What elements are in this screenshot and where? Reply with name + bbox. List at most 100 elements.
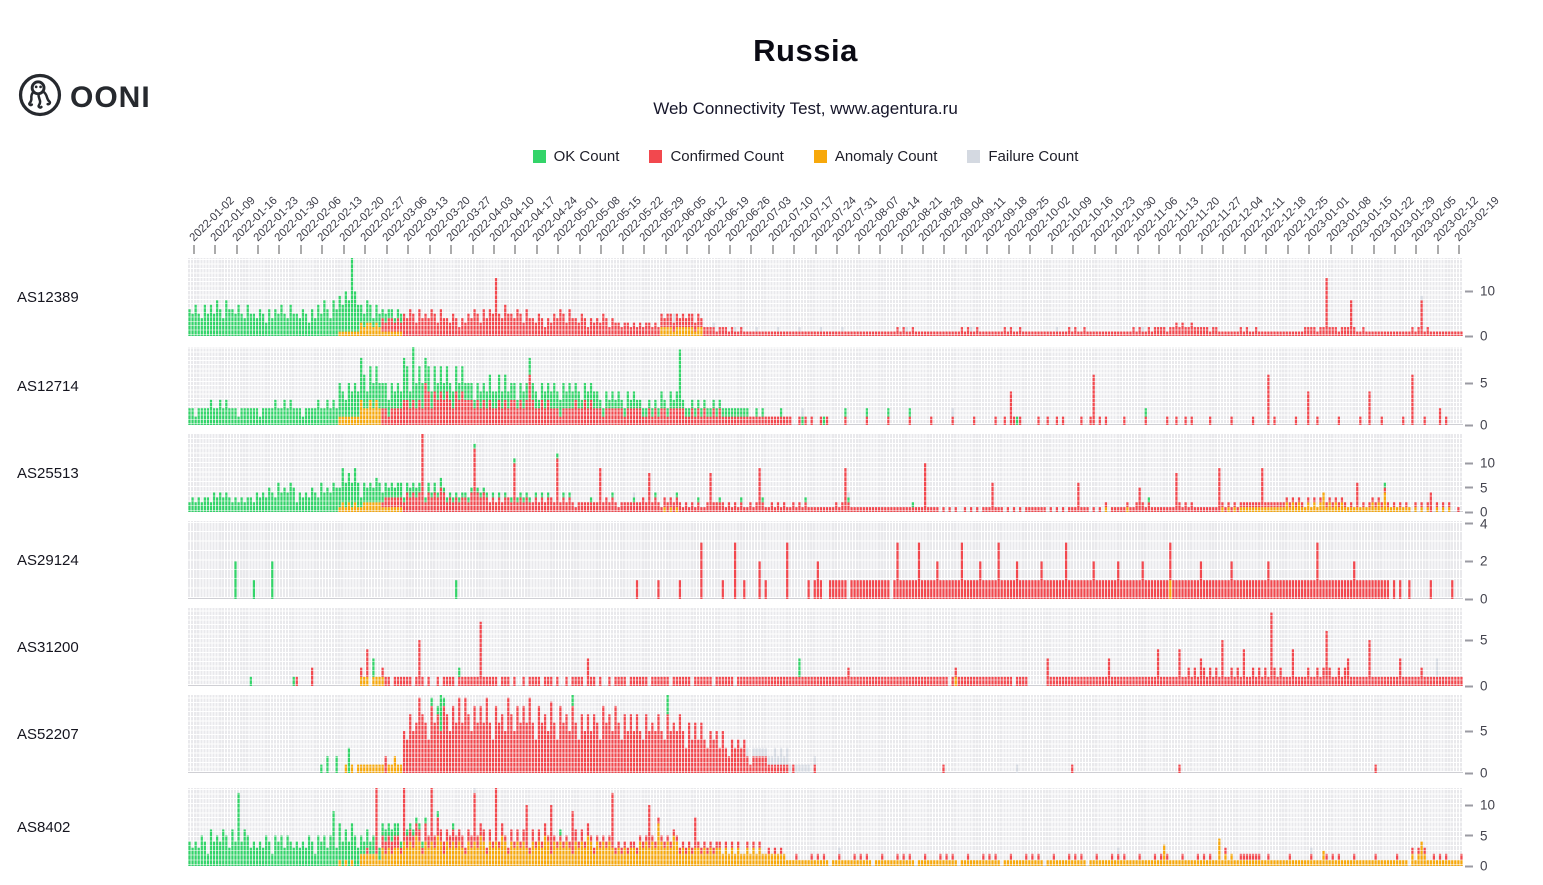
x-tick-mark: [1415, 245, 1418, 254]
legend-item-ok: OK Count: [532, 148, 619, 165]
chart-row-AS12714: [188, 347, 1463, 425]
chart-row-AS25513: [188, 434, 1463, 512]
x-tick-mark: [1007, 245, 1010, 254]
x-tick-mark: [1136, 245, 1139, 254]
x-tick-mark: [879, 245, 882, 254]
plot-AS52207[interactable]: [188, 695, 1463, 773]
x-tick-mark: [1029, 245, 1032, 254]
y-tick-dash: [1465, 462, 1473, 465]
bars-AS12389[interactable]: [188, 258, 1463, 336]
y-tick: 0: [1465, 592, 1488, 607]
chart-row-AS12389: [188, 258, 1463, 336]
legend-label: Anomaly Count: [834, 148, 938, 165]
x-tick-mark: [1179, 245, 1182, 254]
x-tick-mark: [1329, 245, 1332, 254]
chart-row-AS8402: [188, 788, 1463, 866]
x-tick-mark: [836, 245, 839, 254]
bars-AS8402[interactable]: [188, 788, 1463, 866]
bars-AS12714[interactable]: [188, 347, 1463, 425]
y-tick-dash: [1465, 335, 1473, 337]
ooni-logo[interactable]: OONI: [17, 72, 151, 123]
y-tick-label: 4: [1480, 516, 1488, 532]
ooni-wordmark: OONI: [70, 80, 151, 114]
y-tick-dash: [1465, 424, 1473, 426]
y-tick-dash: [1465, 382, 1473, 385]
y-tick: 4: [1465, 516, 1488, 531]
y-tick: 5: [1465, 376, 1488, 391]
y-tick: 2: [1465, 554, 1488, 569]
x-tick-mark: [342, 245, 345, 254]
legend-swatch-anomaly: [813, 150, 827, 163]
y-tick-label: 0: [1480, 765, 1488, 781]
asn-row-label: AS29124: [17, 552, 79, 569]
asn-row-label: AS8402: [17, 819, 71, 836]
x-tick-mark: [1308, 245, 1311, 254]
y-tick-label: 10: [1480, 797, 1496, 813]
y-axis-AS25513: 0 5 10: [1465, 434, 1540, 520]
x-tick-mark: [578, 245, 581, 254]
x-tick-mark: [964, 245, 967, 254]
bars-AS29124[interactable]: [188, 521, 1463, 599]
x-tick-mark: [621, 245, 624, 254]
y-tick-label: 5: [1480, 375, 1488, 391]
x-tick-mark: [771, 245, 774, 254]
x-tick-mark: [986, 245, 989, 254]
y-tick: 5: [1465, 828, 1488, 843]
legend-label: Failure Count: [988, 148, 1079, 165]
x-tick-mark: [664, 245, 667, 254]
x-tick-mark: [922, 245, 925, 254]
plot-AS12389[interactable]: [188, 258, 1463, 336]
plot-AS29124[interactable]: [188, 521, 1463, 599]
x-tick-mark: [600, 245, 603, 254]
y-tick-label: 0: [1480, 328, 1488, 344]
legend-swatch-confirmed: [649, 150, 663, 163]
plot-AS25513[interactable]: [188, 434, 1463, 512]
legend-item-failure: Failure Count: [967, 148, 1078, 165]
plot-AS31200[interactable]: [188, 608, 1463, 686]
x-tick-mark: [278, 245, 281, 254]
y-axis-AS29124: 0 2 4: [1465, 516, 1540, 607]
bars-AS31200[interactable]: [188, 608, 1463, 686]
y-tick-label: 10: [1480, 455, 1496, 471]
y-tick-dash: [1465, 522, 1473, 525]
x-tick-mark: [793, 245, 796, 254]
y-tick: 5: [1465, 633, 1488, 648]
y-tick-dash: [1465, 834, 1473, 837]
plot-AS8402[interactable]: [188, 788, 1463, 866]
asn-row-label: AS31200: [17, 639, 79, 656]
x-tick-mark: [1394, 245, 1397, 254]
x-tick-mark: [1243, 245, 1246, 254]
bars-AS25513[interactable]: [188, 434, 1463, 512]
y-tick-dash: [1465, 290, 1473, 293]
x-tick-mark: [535, 245, 538, 254]
x-tick-mark: [471, 245, 474, 254]
asn-row-label: AS25513: [17, 465, 79, 482]
x-tick-mark: [1265, 245, 1268, 254]
y-axis-AS8402: 0 5 10: [1465, 788, 1540, 874]
x-tick-mark: [1050, 245, 1053, 254]
legend: OK Count Confirmed Count Anomaly Count Fail…: [68, 148, 1543, 165]
legend-swatch-ok: [532, 150, 546, 163]
y-tick-label: 10: [1480, 283, 1496, 299]
y-tick: 10: [1465, 798, 1495, 813]
plot-AS12714[interactable]: [188, 347, 1463, 425]
x-tick-mark: [857, 245, 860, 254]
y-tick-label: 0: [1480, 591, 1488, 607]
x-tick-mark: [385, 245, 388, 254]
x-tick-mark: [1072, 245, 1075, 254]
y-tick: 10: [1465, 456, 1495, 471]
y-tick: 0: [1465, 679, 1488, 694]
x-tick-mark: [1222, 245, 1225, 254]
x-tick-mark: [407, 245, 410, 254]
bars-AS52207[interactable]: [188, 695, 1463, 773]
x-axis-ticks: [188, 245, 1463, 255]
x-tick-mark: [256, 245, 259, 254]
legend-item-anomaly: Anomaly Count: [813, 148, 938, 165]
x-tick-mark: [1115, 245, 1118, 254]
x-tick-mark: [214, 245, 217, 254]
asn-row-label: AS12714: [17, 378, 79, 395]
